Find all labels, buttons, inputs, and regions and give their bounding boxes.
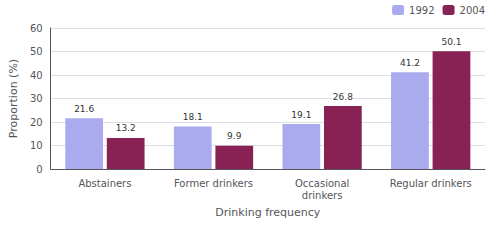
svg-text:30: 30 [30,93,43,104]
svg-text:Abstainers: Abstainers [78,178,131,189]
svg-text:18.1: 18.1 [183,112,203,122]
svg-text:19.1: 19.1 [291,110,311,120]
svg-text:50.1: 50.1 [441,37,461,47]
svg-text:41.2: 41.2 [400,58,420,68]
svg-text:Proportion (%): Proportion (%) [7,59,20,138]
svg-text:0: 0 [36,164,42,175]
svg-text:50: 50 [30,46,43,57]
svg-text:20: 20 [30,117,43,128]
svg-text:Regular drinkers: Regular drinkers [390,178,472,189]
svg-text:26.8: 26.8 [333,92,353,102]
svg-text:Former drinkers: Former drinkers [174,178,253,189]
svg-text:9.9: 9.9 [227,131,242,141]
svg-text:40: 40 [30,70,43,81]
svg-text:drinkers: drinkers [302,190,342,201]
svg-text:Drinking frequency: Drinking frequency [215,206,321,219]
svg-text:60: 60 [30,23,43,34]
svg-text:1992: 1992 [409,5,434,16]
svg-text:21.6: 21.6 [74,104,94,114]
svg-text:2004: 2004 [460,5,485,16]
svg-text:Occasional: Occasional [295,178,349,189]
svg-text:13.2: 13.2 [116,123,136,133]
svg-text:10: 10 [30,140,43,151]
